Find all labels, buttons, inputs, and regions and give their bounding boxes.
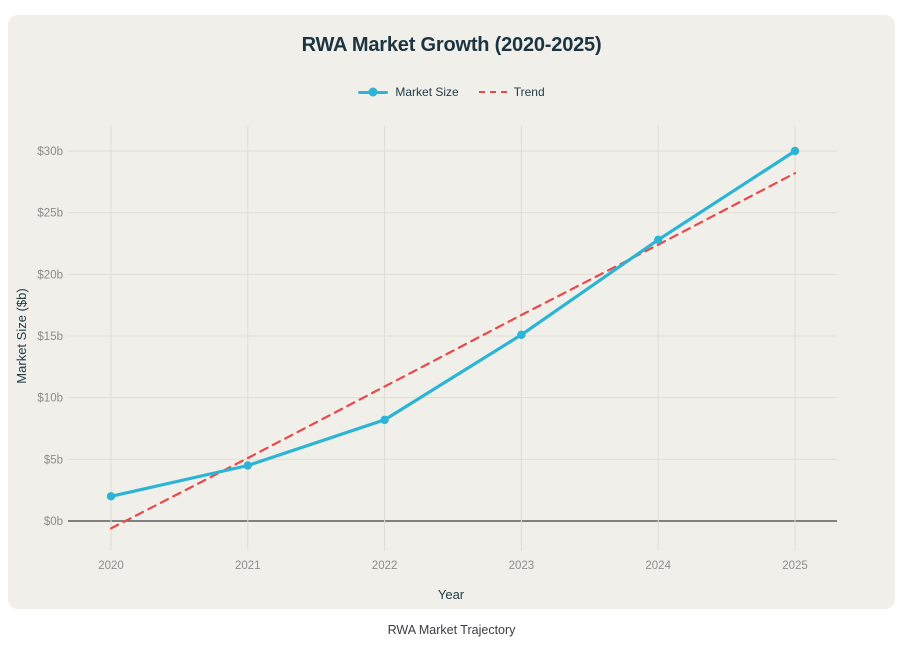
chart-title: RWA Market Growth (2020-2025)	[301, 34, 602, 56]
legend-swatch-trend	[478, 91, 507, 93]
data-point-market-size	[790, 146, 800, 156]
y-tick-label: $30b	[37, 146, 63, 158]
data-point-market-size	[380, 415, 389, 425]
x-tick-label: 2021	[235, 560, 261, 572]
chart-card: RWA Market Growth (2020-2025) Market Siz…	[8, 15, 895, 609]
legend-marker-dot-icon	[368, 87, 378, 97]
y-tick-label: $10b	[37, 393, 63, 405]
chart-caption: RWA Market Trajectory	[387, 623, 516, 637]
x-tick-label: 2023	[509, 560, 535, 572]
legend-item-market-size[interactable]: Market Size	[358, 85, 459, 99]
y-tick-label: $25b	[37, 208, 63, 220]
x-tick-label: 2020	[98, 560, 124, 572]
y-tick-label: $20b	[37, 269, 63, 281]
x-tick-label: 2022	[372, 560, 398, 572]
legend-item-trend[interactable]: Trend	[478, 85, 545, 99]
legend-label-trend: Trend	[513, 85, 545, 99]
data-point-market-size	[243, 461, 252, 470]
data-point-market-size	[517, 330, 526, 339]
legend: Market Size Trend	[8, 85, 895, 99]
series-line-market-size	[109, 149, 797, 498]
y-tick-label: $0b	[44, 516, 63, 528]
y-axis-title: Market Size ($b)	[14, 288, 29, 383]
x-tick-label: 2024	[645, 560, 671, 572]
x-tick-label: 2025	[782, 560, 808, 572]
chart-plot-area: $0b $5b $10b $15b $20b $25b $30b 2020 2021 2022 20…	[14, 126, 837, 602]
legend-label-market-size: Market Size	[395, 85, 459, 99]
y-tick-label: $15b	[37, 331, 63, 343]
data-point-market-size	[106, 492, 116, 501]
y-tick-label: $5b	[44, 454, 63, 466]
series-line-trend	[109, 172, 797, 530]
x-axis-title: Year	[438, 587, 465, 602]
data-point-market-size	[654, 235, 663, 245]
legend-swatch-market-size	[358, 87, 389, 97]
